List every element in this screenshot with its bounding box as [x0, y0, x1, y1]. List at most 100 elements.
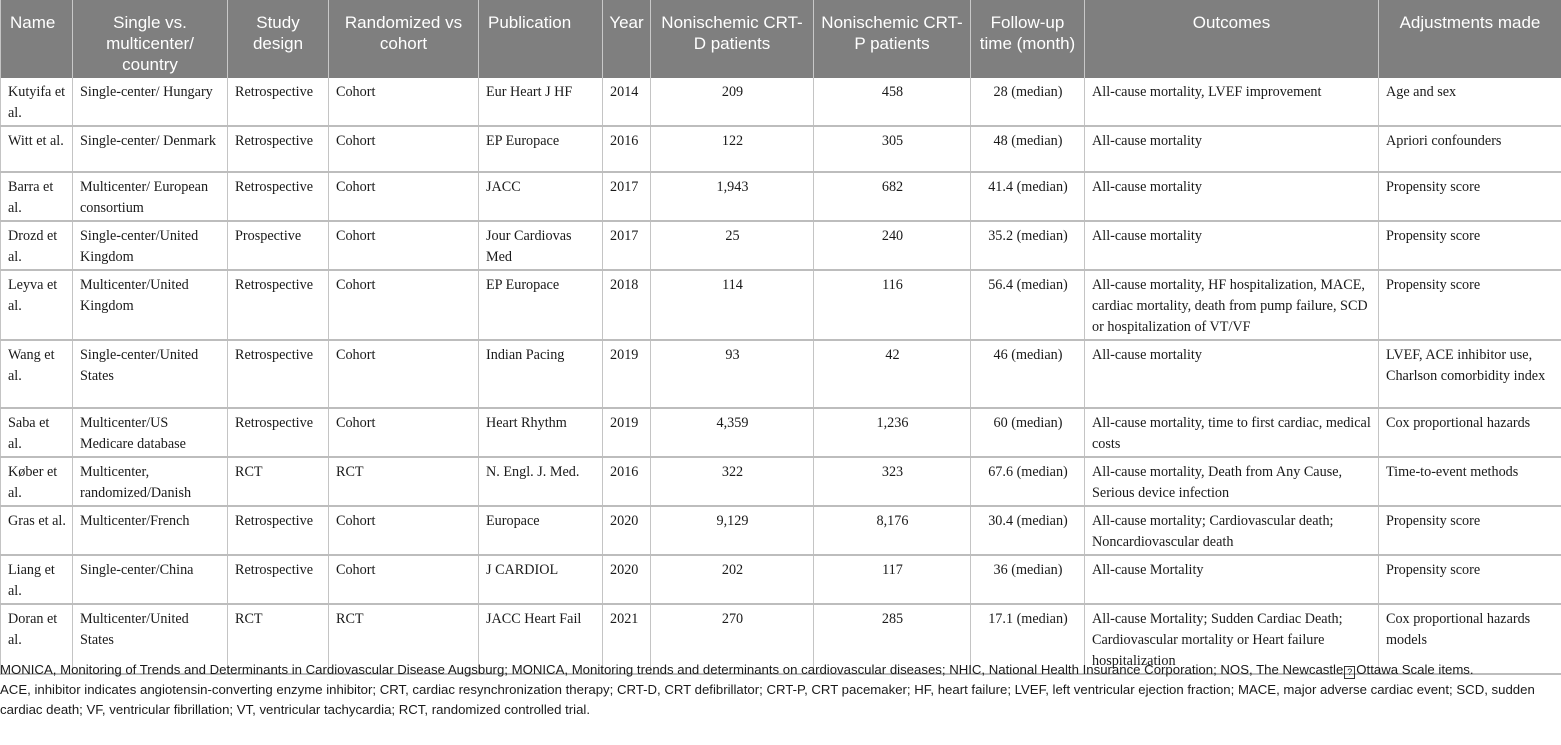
cell-study-design: Retrospective: [227, 172, 329, 222]
cell-publication: Europace: [478, 506, 603, 556]
cell-adjustments: Propensity score: [1378, 555, 1561, 605]
cell-year: 2018: [602, 270, 651, 341]
cell-study-design: Retrospective: [227, 408, 329, 458]
footnote-1-text: MONICA, Monitoring of Trends and Determi…: [0, 662, 1344, 677]
cell-study-design: RCT: [227, 457, 329, 507]
cell-study-design: Retrospective: [227, 506, 329, 556]
cell-adjustments: Age and sex: [1378, 78, 1561, 127]
cell-center-country: Multicenter/United Kingdom: [72, 270, 228, 341]
table-row: Wang et al. Single-center/United States …: [0, 340, 1561, 409]
header-follow-up: Follow-up time (month): [970, 0, 1085, 78]
cell-randomized-cohort: RCT: [328, 457, 479, 507]
cell-publication: Heart Rhythm: [478, 408, 603, 458]
cell-year: 2017: [602, 221, 651, 271]
cell-crt-d: 322: [650, 457, 814, 507]
cell-year: 2014: [602, 78, 651, 127]
cell-follow-up: 46 (median): [970, 340, 1085, 409]
cell-year: 2016: [602, 126, 651, 173]
cell-randomized-cohort: Cohort: [328, 126, 479, 173]
cell-crt-d: 9,129: [650, 506, 814, 556]
cell-center-country: Multicenter, randomized/Danish: [72, 457, 228, 507]
cell-outcomes: All-cause mortality, Death from Any Caus…: [1084, 457, 1379, 507]
cell-publication: J CARDIOL: [478, 555, 603, 605]
table-row: Kutyifa et al. Single-center/ Hungary Re…: [0, 78, 1561, 127]
cell-publication: EP Europace: [478, 270, 603, 341]
cell-publication: Indian Pacing: [478, 340, 603, 409]
cell-crt-d: 209: [650, 78, 814, 127]
cell-outcomes: All-cause mortality: [1084, 340, 1379, 409]
cell-adjustments: Apriori confounders: [1378, 126, 1561, 173]
cell-crt-p: 117: [813, 555, 971, 605]
cell-outcomes: All-cause mortality: [1084, 221, 1379, 271]
header-crt-d-patients: Nonischemic CRT-D patients: [650, 0, 814, 78]
cell-year: 2020: [602, 506, 651, 556]
cell-follow-up: 67.6 (median): [970, 457, 1085, 507]
cell-year: 2019: [602, 340, 651, 409]
cell-randomized-cohort: Cohort: [328, 221, 479, 271]
cell-crt-d: 93: [650, 340, 814, 409]
cell-study-design: Retrospective: [227, 270, 329, 341]
cell-crt-p: 116: [813, 270, 971, 341]
cell-adjustments: Cox proportional hazards models: [1378, 604, 1561, 675]
cell-follow-up: 28 (median): [970, 78, 1085, 127]
table-row: Liang et al. Single-center/China Retrosp…: [0, 555, 1561, 605]
header-outcomes: Outcomes: [1084, 0, 1379, 78]
cell-year: 2017: [602, 172, 651, 222]
cell-follow-up: 35.2 (median): [970, 221, 1085, 271]
cell-follow-up: 60 (median): [970, 408, 1085, 458]
cell-crt-d: 122: [650, 126, 814, 173]
cell-name: Kutyifa et al.: [0, 78, 73, 127]
cell-follow-up: 17.1 (median): [970, 604, 1085, 675]
cell-study-design: Retrospective: [227, 555, 329, 605]
cell-year: 2016: [602, 457, 651, 507]
cell-crt-d: 4,359: [650, 408, 814, 458]
cell-name: Liang et al.: [0, 555, 73, 605]
cell-publication: JACC Heart Fail: [478, 604, 603, 675]
cell-name: Saba et al.: [0, 408, 73, 458]
cell-name: Gras et al.: [0, 506, 73, 556]
cell-study-design: Prospective: [227, 221, 329, 271]
cell-crt-p: 240: [813, 221, 971, 271]
header-row: Name Single vs. multicenter/ country Stu…: [0, 0, 1561, 78]
cell-crt-d: 1,943: [650, 172, 814, 222]
footnote-abbreviations-2: ACE, inhibitor indicates angiotensin-con…: [0, 682, 1535, 717]
cell-center-country: Single-center/ Denmark: [72, 126, 228, 173]
cell-crt-p: 305: [813, 126, 971, 173]
missing-glyph-icon: ?: [1344, 666, 1356, 679]
cell-name: Barra et al.: [0, 172, 73, 222]
cell-study-design: Retrospective: [227, 340, 329, 409]
cell-center-country: Multicenter/French: [72, 506, 228, 556]
cell-center-country: Multicenter/US Medicare database: [72, 408, 228, 458]
table-row: Drozd et al. Single-center/United Kingdo…: [0, 221, 1561, 271]
cell-year: 2020: [602, 555, 651, 605]
table-row: Saba et al. Multicenter/US Medicare data…: [0, 408, 1561, 458]
cell-randomized-cohort: Cohort: [328, 506, 479, 556]
cell-outcomes: All-cause mortality, LVEF improvement: [1084, 78, 1379, 127]
cell-crt-p: 42: [813, 340, 971, 409]
cell-crt-d: 270: [650, 604, 814, 675]
cell-center-country: Single-center/United States: [72, 340, 228, 409]
cell-outcomes: All-cause Mortality: [1084, 555, 1379, 605]
table-footnotes: MONICA, Monitoring of Trends and Determi…: [0, 660, 1561, 720]
cell-randomized-cohort: Cohort: [328, 78, 479, 127]
cell-year: 2021: [602, 604, 651, 675]
cell-adjustments: Time-to-event methods: [1378, 457, 1561, 507]
cell-adjustments: Propensity score: [1378, 221, 1561, 271]
table-row: Leyva et al. Multicenter/United Kingdom …: [0, 270, 1561, 341]
cell-crt-d: 114: [650, 270, 814, 341]
header-crt-p-patients: Nonischemic CRT-P patients: [813, 0, 971, 78]
header-center-country: Single vs. multicenter/ country: [72, 0, 228, 78]
cell-study-design: RCT: [227, 604, 329, 675]
cell-crt-p: 323: [813, 457, 971, 507]
cell-outcomes: All-cause mortality, HF hospitalization,…: [1084, 270, 1379, 341]
cell-outcomes: All-cause mortality: [1084, 126, 1379, 173]
cell-center-country: Single-center/China: [72, 555, 228, 605]
cell-name: Witt et al.: [0, 126, 73, 173]
cell-adjustments: Propensity score: [1378, 172, 1561, 222]
cell-publication: N. Engl. J. Med.: [478, 457, 603, 507]
cell-crt-p: 8,176: [813, 506, 971, 556]
header-name: Name: [0, 0, 73, 78]
cell-name: Drozd et al.: [0, 221, 73, 271]
cell-randomized-cohort: Cohort: [328, 555, 479, 605]
cell-publication: Eur Heart J HF: [478, 78, 603, 127]
